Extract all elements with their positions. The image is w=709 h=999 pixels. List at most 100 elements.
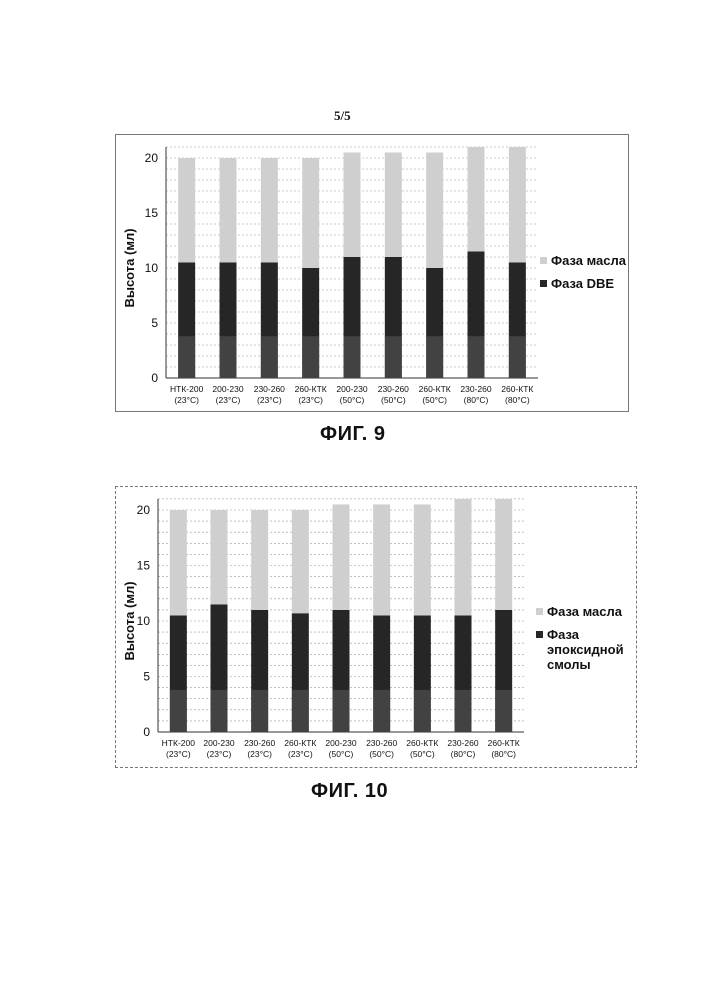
- fig10-bar-lower-band: [455, 690, 472, 732]
- fig9-bar-lower-band: [261, 336, 278, 378]
- fig9-bar-oil-phase: [178, 158, 195, 263]
- fig10-y-tick-label: 10: [137, 614, 151, 628]
- fig9-x-tick-label: 230-260: [460, 384, 491, 394]
- fig10-x-tick-label: 260-КТК: [284, 738, 316, 748]
- fig9-x-tick-label: 200-230: [336, 384, 367, 394]
- fig9-y-tick-label: 20: [145, 151, 159, 165]
- fig9-x-tick-sublabel: (80°C): [505, 395, 530, 405]
- fig10-bar-oil-phase: [211, 510, 228, 604]
- legend-item-oil-phase: Фаза масла: [536, 604, 631, 619]
- fig10-x-tick-sublabel: (23°C): [207, 749, 232, 759]
- fig10-bar-oil-phase: [414, 504, 431, 615]
- fig9-bar-oil-phase: [220, 158, 237, 263]
- fig10-bar-lower-band: [251, 690, 268, 732]
- fig9-bar-lower-band: [509, 336, 526, 378]
- fig9-y-tick-label: 0: [151, 371, 158, 385]
- fig10-x-tick-label: 260-КТК: [488, 738, 520, 748]
- fig10-bar-oil-phase: [495, 499, 512, 610]
- fig9-x-tick-sublabel: (80°C): [464, 395, 489, 405]
- fig9-y-tick-label: 15: [145, 206, 159, 220]
- fig9-x-tick-label: 200-230: [212, 384, 243, 394]
- fig10-x-tick-sublabel: (50°C): [369, 749, 394, 759]
- legend-label-dbe: Фаза DBE: [551, 276, 614, 291]
- fig9-x-tick-sublabel: (23°C): [216, 395, 241, 405]
- fig9-bar-lower-band: [302, 336, 319, 378]
- fig10-bar-lower-band: [292, 690, 309, 732]
- figure-9-caption: ФИГ. 9: [320, 423, 386, 446]
- fig9-bar-lower-band: [385, 336, 402, 378]
- fig10-y-axis-label: Высота (мл): [122, 581, 137, 660]
- fig10-x-tick-label: НТК-200: [162, 738, 196, 748]
- fig10-bar-lower-band: [333, 690, 350, 732]
- fig10-x-tick-label: 260-КТК: [406, 738, 438, 748]
- fig9-x-tick-label: 230-260: [254, 384, 285, 394]
- fig10-y-tick-label: 20: [137, 503, 151, 517]
- figure-10-legend: Фаза масла Фаза эпоксидной смолы: [536, 604, 631, 680]
- fig10-bar-oil-phase: [455, 499, 472, 616]
- figure-10-caption: ФИГ. 10: [311, 780, 388, 803]
- fig9-x-tick-sublabel: (23°C): [174, 395, 199, 405]
- fig10-x-tick-sublabel: (50°C): [329, 749, 354, 759]
- fig9-x-tick-label: 260-КТК: [501, 384, 533, 394]
- fig9-bar-oil-phase: [344, 153, 361, 258]
- fig9-x-tick-sublabel: (50°C): [381, 395, 406, 405]
- fig9-bar-oil-phase: [509, 147, 526, 263]
- page-number: 5/5: [334, 108, 351, 124]
- fig9-bar-lower-band: [468, 336, 485, 378]
- legend-label-epoxy: Фаза эпоксидной смолы: [547, 627, 631, 672]
- fig9-y-tick-label: 10: [145, 261, 159, 275]
- fig9-bar-oil-phase: [302, 158, 319, 268]
- legend-item-dbe-phase: Фаза DBE: [540, 276, 635, 291]
- legend-item-oil-phase: Фаза масла: [540, 253, 635, 268]
- fig10-bar-lower-band: [211, 690, 228, 732]
- fig9-y-tick-label: 5: [151, 316, 158, 330]
- fig10-x-tick-label: 230-260: [447, 738, 478, 748]
- legend-swatch-oil: [536, 608, 543, 615]
- fig10-x-tick-sublabel: (50°C): [410, 749, 435, 759]
- fig9-x-tick-label: 260-КТК: [295, 384, 327, 394]
- fig9-x-tick-sublabel: (23°C): [257, 395, 282, 405]
- fig10-y-tick-label: 0: [143, 725, 150, 739]
- fig10-bar-lower-band: [495, 690, 512, 732]
- fig10-bar-lower-band: [373, 690, 390, 732]
- fig10-bar-lower-band: [170, 690, 187, 732]
- fig9-x-tick-sublabel: (23°C): [298, 395, 323, 405]
- fig9-x-tick-label: 260-КТК: [419, 384, 451, 394]
- fig10-x-tick-label: 200-230: [325, 738, 356, 748]
- fig9-x-tick-label: НТК-200: [170, 384, 204, 394]
- fig10-x-tick-sublabel: (80°C): [451, 749, 476, 759]
- fig9-bar-oil-phase: [261, 158, 278, 263]
- fig9-bar-lower-band: [220, 336, 237, 378]
- fig10-bar-oil-phase: [333, 504, 350, 609]
- legend-item-epoxy-phase: Фаза эпоксидной смолы: [536, 627, 631, 672]
- legend-label-oil: Фаза масла: [547, 604, 622, 619]
- fig10-bar-oil-phase: [170, 510, 187, 615]
- fig9-y-axis-label: Высота (мл): [122, 228, 137, 307]
- fig9-x-tick-sublabel: (50°C): [340, 395, 365, 405]
- fig10-bar-oil-phase: [251, 510, 268, 610]
- fig9-bar-oil-phase: [426, 153, 443, 269]
- fig10-bar-oil-phase: [373, 504, 390, 615]
- fig9-bar-lower-band: [178, 336, 195, 378]
- fig10-bar-oil-phase: [292, 510, 309, 613]
- fig10-x-tick-label: 230-260: [244, 738, 275, 748]
- fig9-bar-lower-band: [344, 336, 361, 378]
- fig10-x-tick-sublabel: (80°C): [491, 749, 516, 759]
- fig10-x-tick-sublabel: (23°C): [166, 749, 191, 759]
- fig10-x-tick-sublabel: (23°C): [288, 749, 313, 759]
- fig9-bar-oil-phase: [385, 153, 402, 258]
- fig10-x-tick-label: 230-260: [366, 738, 397, 748]
- fig10-y-tick-label: 5: [143, 670, 150, 684]
- fig9-x-tick-label: 230-260: [378, 384, 409, 394]
- fig10-y-tick-label: 15: [137, 559, 151, 573]
- legend-label-oil: Фаза масла: [551, 253, 626, 268]
- fig10-bar-lower-band: [414, 690, 431, 732]
- legend-swatch-epoxy: [536, 631, 543, 638]
- fig10-x-tick-label: 200-230: [203, 738, 234, 748]
- fig9-x-tick-sublabel: (50°C): [422, 395, 447, 405]
- legend-swatch-dbe: [540, 280, 547, 287]
- fig9-bar-lower-band: [426, 336, 443, 378]
- fig10-x-tick-sublabel: (23°C): [247, 749, 272, 759]
- fig9-bar-oil-phase: [468, 147, 485, 252]
- figure-9-legend: Фаза масла Фаза DBE: [540, 253, 635, 299]
